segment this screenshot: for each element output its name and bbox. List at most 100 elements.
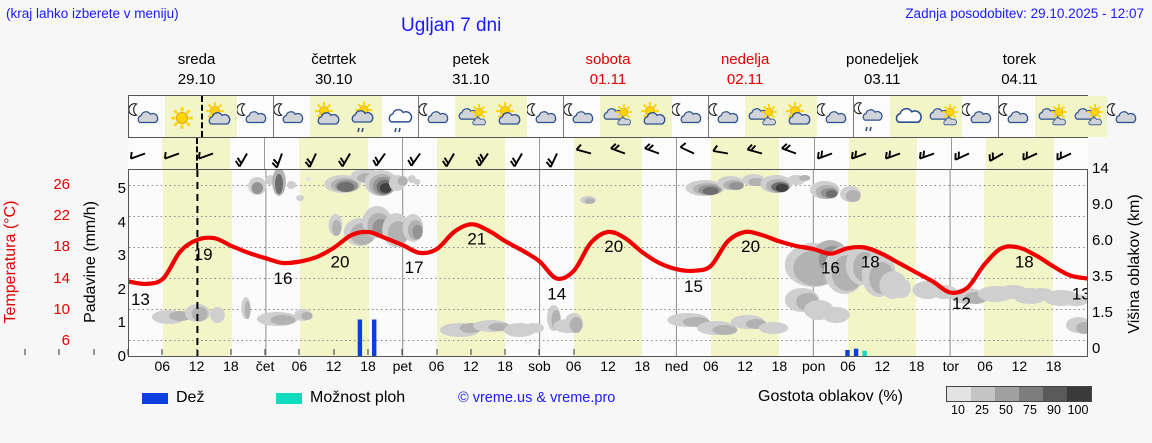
band-15	[608, 170, 643, 356]
legend-shower-label: Možnost ploh	[310, 389, 406, 406]
hour-tick	[470, 349, 472, 355]
weather-icon-cell-16	[672, 96, 709, 137]
svg-text:20: 20	[331, 253, 350, 272]
wind-barb-icon	[305, 153, 318, 168]
day-header-3: petek 31.10	[402, 50, 539, 94]
weather-icon-cell-20	[817, 96, 854, 137]
wind-barb-cell-26	[985, 138, 1021, 169]
wind-barb-cell-24	[917, 138, 952, 169]
day-name: petek	[452, 51, 490, 68]
moon-cloud-icon	[962, 102, 992, 123]
svg-text:18: 18	[861, 253, 880, 272]
weather-icon-cell-8	[382, 96, 419, 137]
weather-icon-cell-23	[926, 96, 962, 137]
wind-barb-cell-13	[540, 138, 574, 169]
forecast-plot: 13 19 16 20 17 21 14 20 15 20 16 18 12 18 13	[128, 169, 1088, 357]
hour-label: 06	[154, 358, 171, 374]
hour-tick	[298, 349, 300, 355]
hour-tick	[93, 349, 95, 355]
wind-barb-icon	[988, 152, 1004, 162]
hour-label: 06	[703, 358, 719, 374]
cloud-density-scale: 10 25 50 75 90 100	[946, 386, 1092, 417]
sun-cloud-rain-icon	[351, 101, 374, 132]
day-date: 04.11	[1001, 70, 1038, 88]
cloud-height-axis-ticks: 14 9.0 6.0 3.5 1.5 0	[1092, 160, 1124, 370]
hour-tick	[161, 349, 163, 355]
wind-barb-cell-14	[574, 138, 609, 169]
weather-icon-cell-28	[1107, 96, 1143, 137]
hour-label: 18	[1045, 358, 1062, 374]
wind-barb-cell-23	[882, 138, 917, 169]
moon-cloud-icon	[709, 102, 739, 123]
day-date: 03.11	[864, 70, 901, 88]
wind-barb-cell-4	[230, 138, 266, 169]
wind-barb-icon	[575, 143, 592, 155]
weather-icon-cell-13	[564, 96, 600, 137]
weather-icon-cell-21	[854, 96, 890, 137]
hour-label: 06	[291, 358, 308, 374]
axis-tick: 6	[61, 332, 70, 350]
wind-barb-icon	[954, 151, 970, 161]
temperature-axis-title: Temperatura (°C)	[2, 200, 19, 324]
wind-barb-cell-12	[505, 138, 540, 169]
axis-tick: 6.0	[1092, 231, 1113, 249]
cloud-icon	[895, 107, 922, 123]
wind-barb-icon	[271, 153, 284, 169]
wind-barb-icon	[816, 150, 832, 160]
hour-tick	[196, 349, 198, 355]
sun-cloud-icon	[786, 101, 811, 125]
weather-icon-cell-2	[165, 96, 201, 137]
wind-barb-icon	[747, 143, 763, 155]
cloud-rain-icon	[388, 108, 413, 132]
hour-tick	[230, 349, 232, 355]
moon-cloud-rain-icon	[854, 101, 883, 131]
rain-swatch	[142, 392, 168, 404]
cloud-density-tick: 10	[951, 403, 965, 417]
cloud-density-bar	[946, 386, 1092, 402]
legend-shower: Možnost ploh	[276, 389, 405, 407]
axis-tick: 9.0	[1092, 195, 1113, 213]
hour-label: 18	[360, 358, 376, 374]
wind-barb-icon	[712, 144, 729, 155]
moon-cloud-icon	[129, 102, 159, 123]
legend-rain-label: Dež	[176, 389, 205, 406]
wind-barb-cell-19	[745, 138, 780, 169]
moon-cloud-icon	[817, 102, 847, 123]
current-time-marker	[201, 96, 203, 137]
wind-barb-cell-3	[196, 138, 231, 169]
cloud-density-step-50	[995, 387, 1019, 401]
credit-link[interactable]: © vreme.us & vreme.pro	[458, 390, 616, 406]
wind-barb-cell-20	[779, 138, 815, 169]
wind-barb-icon	[1022, 151, 1038, 161]
svg-text:16: 16	[821, 259, 840, 278]
hour-label: 18	[497, 358, 513, 374]
axis-tick: 0	[1092, 339, 1101, 357]
moon-cloud-icon	[237, 102, 267, 123]
wind-barb-cell-7	[333, 138, 368, 169]
legend-cloud-density-label: Gostota oblakov (%)	[758, 388, 903, 405]
wind-barb-icon	[509, 153, 523, 168]
cloud-sun-icon	[1038, 103, 1067, 125]
svg-text:12: 12	[952, 294, 971, 313]
band-26	[984, 170, 1019, 356]
weather-icon-cell-7	[346, 96, 382, 137]
hour-label: pet	[392, 358, 413, 374]
wind-barb-cell-1	[128, 138, 162, 169]
legend-rain: Dež	[142, 389, 204, 407]
hour-tick	[401, 349, 403, 355]
sun-cloud-icon	[206, 101, 231, 125]
wind-barb-icon	[338, 153, 352, 168]
hour-tick	[367, 349, 369, 355]
wind-barb-icon	[235, 153, 249, 168]
day-date: 31.10	[452, 70, 490, 88]
moon-cloud-icon	[1107, 102, 1137, 123]
wind-barb-icon	[918, 150, 935, 160]
moon-cloud-icon	[999, 102, 1029, 123]
day-header-6: ponedeljek 03.11	[814, 50, 951, 94]
hour-label: 12	[463, 358, 479, 374]
day-header-4: sobota 01.11	[539, 50, 676, 94]
location-menu-note[interactable]: (kraj lahko izberete v meniju)	[6, 6, 179, 21]
axis-tick: 18	[53, 238, 70, 256]
wind-barb-cell-18	[711, 138, 746, 169]
band-7	[334, 170, 369, 356]
